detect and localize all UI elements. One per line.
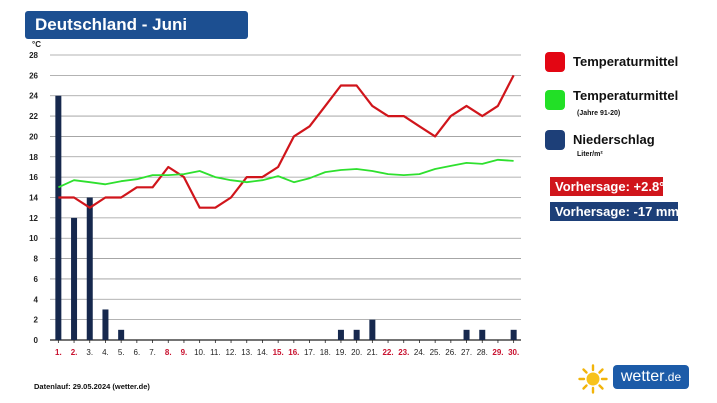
y-tick-label: 16: [29, 173, 38, 182]
y-tick-label: 24: [29, 92, 38, 101]
y-tick-label: 4: [34, 295, 39, 304]
x-tick-label: 21.: [367, 348, 378, 357]
x-tick-label: 3.: [86, 348, 93, 357]
y-tick-label: 28: [29, 51, 38, 60]
x-tick-label: 1.: [55, 348, 62, 357]
legend-label-precip: Niederschlag: [573, 132, 655, 147]
y-axis-label: °C: [32, 40, 41, 49]
legend-sub-precip: Liter/m²: [577, 151, 603, 158]
legend-swatch-temp-normal: [545, 90, 565, 110]
x-tick-label: 2.: [71, 348, 78, 357]
precip-bar: [510, 329, 517, 340]
x-tick-label: 25.: [430, 348, 441, 357]
x-tick-label: 23.: [398, 348, 409, 357]
x-tick-label: 11.: [210, 348, 221, 357]
x-tick-label: 13.: [241, 348, 252, 357]
precip-bar: [337, 329, 344, 340]
legend-label-temp: Temperaturmittel: [573, 54, 679, 69]
x-tick-label: 27.: [461, 348, 472, 357]
x-tick-label: 17.: [304, 348, 315, 357]
x-tick-label: 16.: [288, 348, 299, 357]
precip-bar: [463, 329, 470, 340]
precip-bar: [102, 309, 109, 340]
x-tick-label: 20.: [351, 348, 362, 357]
x-tick-label: 24.: [414, 348, 425, 357]
x-tick-label: 5.: [118, 348, 125, 357]
precip-bar: [55, 95, 62, 340]
x-tick-label: 7.: [149, 348, 156, 357]
legend-swatch-precip: [545, 130, 565, 150]
x-tick-label: 10.: [194, 348, 205, 357]
sun-icon: [578, 364, 608, 394]
logo-tld: .de: [664, 370, 682, 384]
y-tick-label: 26: [29, 71, 38, 80]
y-tick-label: 8: [34, 255, 39, 264]
y-tick-label: 14: [29, 194, 38, 203]
precip-bar: [353, 329, 360, 340]
y-tick-label: 6: [34, 275, 39, 284]
precip-bar: [369, 319, 376, 340]
x-tick-label: 6.: [134, 348, 141, 357]
x-tick-label: 8.: [165, 348, 172, 357]
x-tick-label: 26.: [445, 348, 456, 357]
y-tick-label: 10: [29, 234, 38, 243]
y-tick-label: 20: [29, 132, 38, 141]
forecast-precip-badge: Vorhersage: -17 mm: [550, 202, 679, 221]
x-tick-label: 22.: [382, 348, 393, 357]
legend-swatch-temp: [545, 52, 565, 72]
legend-sub-temp-normal: (Jahre 91-20): [577, 110, 621, 117]
x-tick-label: 30.: [508, 348, 519, 357]
precip-bar: [118, 329, 125, 340]
logo-name: wetter: [620, 368, 665, 385]
x-tick-label: 4.: [102, 348, 109, 357]
x-tick-label: 29.: [492, 348, 503, 357]
data-run-footer: Datenlauf: 29.05.2024 (wetter.de): [34, 382, 150, 391]
temperature-line: [58, 74, 515, 209]
x-tick-label: 18.: [320, 348, 331, 357]
y-tick-label: 0: [34, 336, 39, 345]
x-tick-label: 9.: [181, 348, 188, 357]
x-tick-label: 12.: [225, 348, 236, 357]
forecast-temp-badge: Vorhersage: +2.8°: [550, 177, 664, 196]
y-tick-label: 2: [34, 316, 39, 325]
y-tick-label: 12: [29, 214, 38, 223]
legend-label-temp-normal: Temperaturmittel: [573, 88, 679, 103]
y-tick-label: 18: [29, 153, 38, 162]
precip-bar: [71, 217, 78, 340]
y-tick-label: 22: [29, 112, 38, 121]
precip-bar: [479, 329, 486, 340]
x-tick-label: 19.: [335, 348, 346, 357]
x-tick-label: 28.: [477, 348, 488, 357]
chart-title: Deutschland - Juni: [25, 11, 248, 39]
temperature-normal-line: [58, 158, 514, 189]
precip-bar: [86, 197, 93, 340]
x-tick-label: 15.: [273, 348, 284, 357]
wetter-logo[interactable]: wetter.de: [613, 365, 689, 389]
x-tick-label: 14.: [257, 348, 268, 357]
